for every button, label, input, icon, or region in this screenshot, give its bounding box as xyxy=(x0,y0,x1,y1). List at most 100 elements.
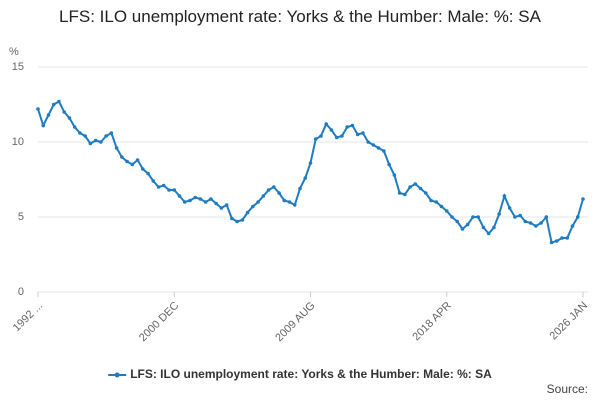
point xyxy=(492,225,496,230)
point xyxy=(67,116,72,120)
point xyxy=(361,131,365,135)
source: Source: xyxy=(547,382,588,396)
point xyxy=(36,107,40,111)
point xyxy=(261,194,266,198)
point xyxy=(350,123,355,128)
point xyxy=(376,146,381,150)
point xyxy=(334,135,339,140)
point xyxy=(172,188,177,192)
point xyxy=(62,110,67,114)
point xyxy=(114,146,119,150)
legend-marker xyxy=(114,372,120,378)
point xyxy=(476,215,480,219)
point xyxy=(523,219,528,224)
point xyxy=(120,155,124,159)
point xyxy=(235,219,239,224)
point xyxy=(141,167,145,171)
point xyxy=(366,140,370,144)
point xyxy=(41,123,46,128)
point xyxy=(198,197,203,201)
point xyxy=(434,200,439,204)
point xyxy=(450,215,454,219)
point xyxy=(109,131,114,135)
point xyxy=(161,183,166,188)
point xyxy=(104,134,108,138)
y-axis-label: % xyxy=(9,46,19,58)
point xyxy=(272,185,276,189)
point xyxy=(329,128,334,132)
point xyxy=(418,186,423,191)
point xyxy=(392,173,397,177)
point xyxy=(340,134,344,138)
point xyxy=(371,143,376,147)
point xyxy=(230,216,234,221)
point xyxy=(240,218,245,222)
point xyxy=(465,222,470,227)
point xyxy=(539,221,543,225)
y-tick-label: 15 xyxy=(12,61,24,73)
point xyxy=(403,192,407,197)
x-tick-label: 2009 AUG xyxy=(273,300,317,344)
point xyxy=(481,225,486,230)
point xyxy=(224,203,229,207)
point xyxy=(219,206,224,210)
point xyxy=(439,204,444,209)
point xyxy=(46,113,51,117)
chart-title: LFS: ILO unemployment rate: Yorks & the … xyxy=(59,7,541,26)
point xyxy=(444,209,449,213)
point xyxy=(486,231,491,236)
point xyxy=(151,179,156,183)
x-tick-label: 2000 DEC xyxy=(137,300,181,344)
point xyxy=(455,219,460,224)
point xyxy=(544,215,549,219)
point xyxy=(355,132,360,137)
point xyxy=(251,204,255,209)
point xyxy=(413,182,418,186)
point xyxy=(549,240,554,245)
point xyxy=(298,186,302,191)
point xyxy=(130,162,135,167)
point xyxy=(292,203,297,207)
point xyxy=(565,236,570,240)
point xyxy=(319,134,323,138)
legend-item: LFS: ILO unemployment rate: Yorks & the … xyxy=(108,367,492,381)
point xyxy=(93,138,98,143)
point xyxy=(570,224,575,228)
series xyxy=(36,99,585,245)
point xyxy=(408,185,412,189)
point xyxy=(502,194,507,198)
point xyxy=(282,198,287,203)
point xyxy=(188,198,192,203)
point xyxy=(460,227,465,231)
point xyxy=(507,206,512,210)
point xyxy=(72,125,77,129)
point xyxy=(429,198,433,203)
point xyxy=(78,131,82,135)
point xyxy=(575,215,580,219)
point xyxy=(324,122,329,126)
point xyxy=(287,200,292,204)
x-tick-label: 2026 JAN xyxy=(548,300,591,343)
legend-label: LFS: ILO unemployment rate: Yorks & the … xyxy=(130,367,492,381)
point xyxy=(554,239,559,243)
point xyxy=(214,201,218,206)
point xyxy=(88,141,93,146)
point xyxy=(57,99,61,104)
point xyxy=(156,185,161,189)
x-tick-label: 1992 ... xyxy=(11,300,45,334)
point xyxy=(387,162,391,167)
point xyxy=(245,210,250,215)
point xyxy=(397,191,402,195)
point xyxy=(209,197,213,201)
point xyxy=(83,134,87,138)
y-tick-label: 10 xyxy=(12,136,24,148)
x-tick-label: 2018 APR xyxy=(410,300,454,344)
point xyxy=(303,176,308,180)
point xyxy=(497,212,501,216)
point xyxy=(146,171,150,176)
point xyxy=(266,188,271,192)
point xyxy=(203,200,208,204)
point xyxy=(534,224,538,228)
